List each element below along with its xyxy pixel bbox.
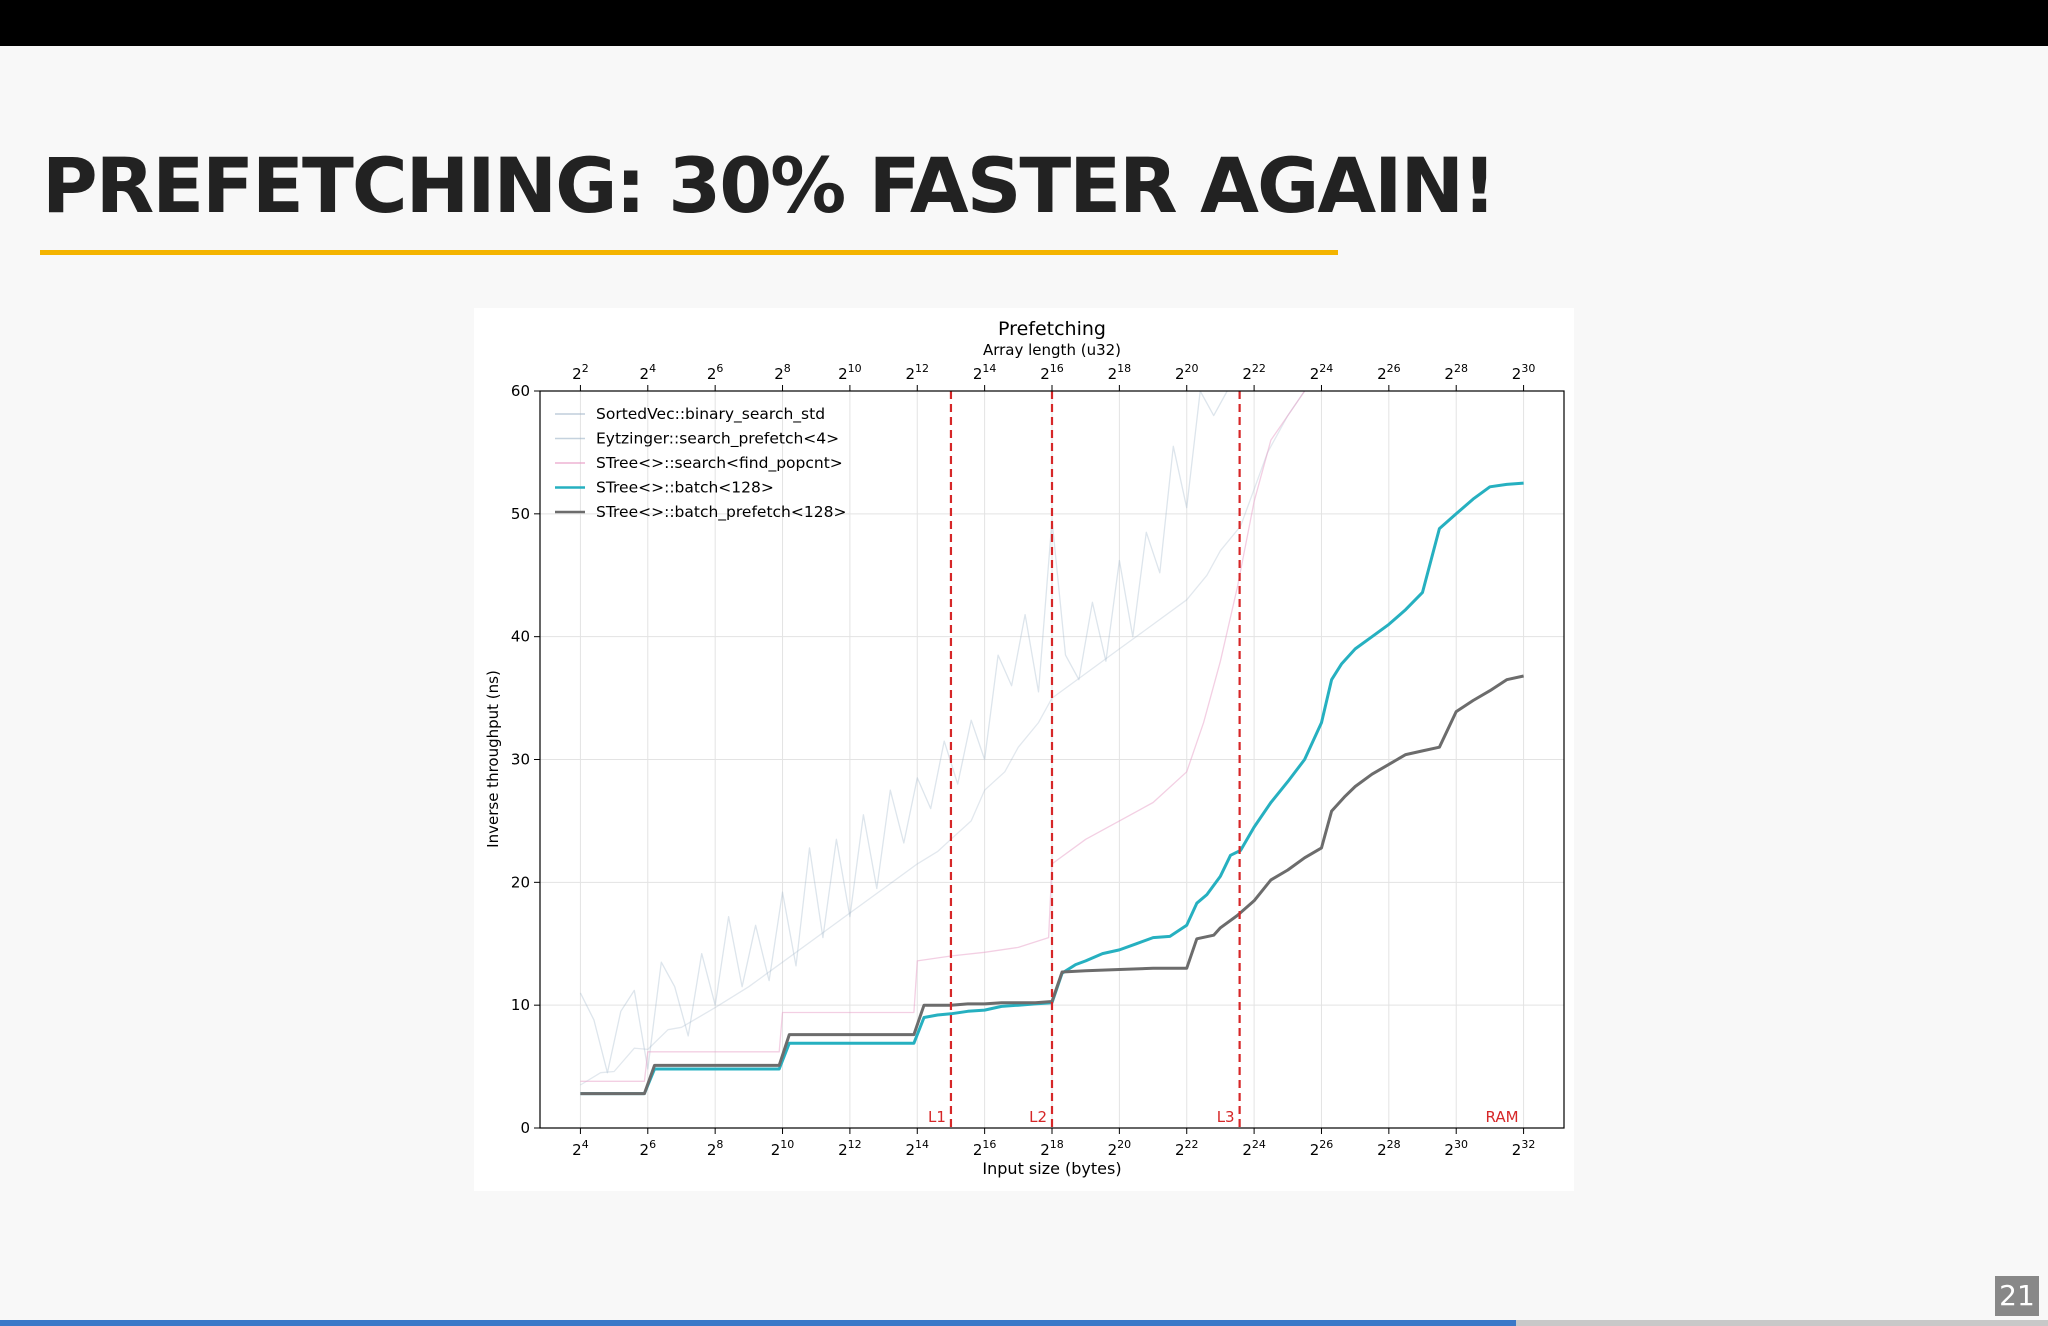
x-bottom-tick-label: 210 bbox=[771, 1138, 795, 1159]
x-top-tick-label: 218 bbox=[1108, 362, 1132, 383]
cache-label-l3: L3 bbox=[1217, 1108, 1235, 1126]
y-tick-label: 50 bbox=[511, 505, 530, 523]
x-top-tick-label: 210 bbox=[838, 362, 862, 383]
x-bottom-tick-label: 212 bbox=[838, 1138, 862, 1159]
slide-progress-fill bbox=[0, 1320, 1516, 1326]
legend-label-3: STree<>::search<find_popcnt> bbox=[596, 454, 843, 473]
x-bottom-tick-label: 220 bbox=[1108, 1138, 1132, 1159]
x-top-tick-label: 226 bbox=[1377, 362, 1401, 383]
series-line-4 bbox=[580, 481, 1524, 1096]
x-bottom-tick-label: 228 bbox=[1377, 1138, 1401, 1159]
slide-progress-bar bbox=[0, 1320, 2048, 1326]
x-bottom-tick-label: 232 bbox=[1512, 1138, 1536, 1159]
x-top-tick-label: 214 bbox=[973, 362, 997, 383]
x-bottom-tick-label: 216 bbox=[973, 1138, 997, 1159]
chart: L1 L2 L3 RAM 0 10 20 30 40 50 60 24 26 28 210 212 214 21… bbox=[484, 318, 1565, 1178]
x-top-tick-label: 212 bbox=[905, 362, 929, 383]
x-bottom-tick-label: 218 bbox=[1040, 1138, 1064, 1159]
x-top-tick-label: 230 bbox=[1512, 362, 1536, 383]
legend-label-2: Eytzinger::search_prefetch<4> bbox=[596, 430, 839, 449]
series-line-1 bbox=[579, 391, 1228, 1074]
x-top-tick-label: 26 bbox=[707, 362, 724, 383]
legend-label-4: STree<>::batch<128> bbox=[596, 479, 774, 497]
series-line-2 bbox=[580, 391, 1306, 1086]
x-bottom-tick-label: 26 bbox=[640, 1138, 657, 1159]
y-tick-label: 40 bbox=[511, 628, 530, 646]
series-line-5 bbox=[580, 674, 1524, 1096]
x-bottom-tick-label: 28 bbox=[707, 1138, 724, 1159]
cache-label-l2: L2 bbox=[1029, 1108, 1047, 1126]
top-axis-label: Array length (u32) bbox=[983, 341, 1121, 359]
x-bottom-tick-label: 230 bbox=[1444, 1138, 1468, 1159]
x-top-tick-label: 28 bbox=[774, 362, 791, 383]
y-axis-label: Inverse throughput (ns) bbox=[484, 670, 502, 848]
x-bottom-tick-label: 214 bbox=[905, 1138, 929, 1159]
x-top-tick-label: 224 bbox=[1310, 362, 1334, 383]
x-top-tick-label: 216 bbox=[1040, 362, 1064, 383]
y-tick-label: 30 bbox=[511, 751, 530, 769]
chart-card: L1 L2 L3 RAM 0 10 20 30 40 50 60 24 26 28 210 212 214 21… bbox=[474, 308, 1574, 1191]
cache-label-l1: L1 bbox=[928, 1108, 946, 1126]
y-tick-label: 0 bbox=[520, 1119, 530, 1137]
x-bottom-tick-label: 24 bbox=[572, 1138, 589, 1159]
legend-label-1: SortedVec::binary_search_std bbox=[596, 405, 825, 424]
title-underline bbox=[40, 250, 1338, 255]
x-bottom-tick-label: 222 bbox=[1175, 1138, 1199, 1159]
y-tick-label: 20 bbox=[511, 873, 530, 891]
chart-title: Prefetching bbox=[998, 318, 1106, 340]
x-axis-label: Input size (bytes) bbox=[982, 1159, 1121, 1178]
x-top-tick-label: 222 bbox=[1242, 362, 1266, 383]
x-top-tick-label: 228 bbox=[1444, 362, 1468, 383]
x-top-tick-label: 22 bbox=[572, 362, 589, 383]
x-bottom-tick-label: 224 bbox=[1242, 1138, 1266, 1159]
top-black-bar bbox=[0, 0, 2048, 46]
x-bottom-tick-label: 226 bbox=[1310, 1138, 1334, 1159]
page-number: 21 bbox=[1995, 1276, 2039, 1316]
x-top-tick-label: 24 bbox=[640, 362, 657, 383]
cache-label-ram: RAM bbox=[1486, 1108, 1519, 1126]
x-top-tick-label: 220 bbox=[1175, 362, 1199, 383]
slide-title: PREFETCHING: 30% FASTER AGAIN! bbox=[42, 141, 1497, 230]
legend-label-5: STree<>::batch_prefetch<128> bbox=[596, 503, 846, 522]
y-tick-label: 60 bbox=[511, 382, 530, 400]
y-tick-label: 10 bbox=[511, 996, 530, 1014]
